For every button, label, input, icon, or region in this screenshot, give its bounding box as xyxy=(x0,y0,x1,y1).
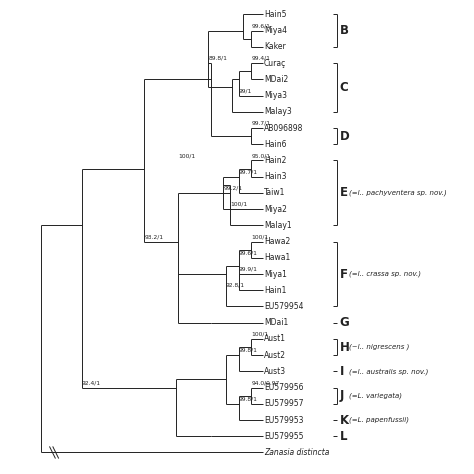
Text: Hain1: Hain1 xyxy=(264,286,286,295)
Text: J: J xyxy=(339,389,344,402)
Text: 99.2/1: 99.2/1 xyxy=(223,186,243,191)
Text: (=L. papenfussii): (=L. papenfussii) xyxy=(349,417,409,423)
Text: Miya2: Miya2 xyxy=(264,205,287,214)
Text: 99.7/1: 99.7/1 xyxy=(251,121,270,126)
Text: 100/1: 100/1 xyxy=(178,154,196,159)
Text: (=l.. australis sp. nov.): (=l.. australis sp. nov.) xyxy=(349,368,428,374)
Text: 100/1: 100/1 xyxy=(230,202,247,207)
Text: Hain5: Hain5 xyxy=(264,10,286,19)
Text: 99.6/1: 99.6/1 xyxy=(239,250,258,255)
Text: 94.0/0.97: 94.0/0.97 xyxy=(251,380,280,385)
Text: Miya4: Miya4 xyxy=(264,26,287,35)
Text: 99.8/1: 99.8/1 xyxy=(239,348,258,353)
Text: Miya1: Miya1 xyxy=(264,270,287,279)
Text: 95.0/1: 95.0/1 xyxy=(251,153,270,158)
Text: EU579957: EU579957 xyxy=(264,399,303,408)
Text: Curaç: Curaç xyxy=(264,59,286,68)
Text: EU579956: EU579956 xyxy=(264,383,303,392)
Text: Malay3: Malay3 xyxy=(264,107,292,116)
Text: (=l.. pachyventera sp. nov.): (=l.. pachyventera sp. nov.) xyxy=(349,190,447,196)
Text: Hawa2: Hawa2 xyxy=(264,237,290,246)
Text: 99.8/1: 99.8/1 xyxy=(239,396,258,401)
Text: 100/1: 100/1 xyxy=(251,234,268,239)
Text: 92.4/1: 92.4/1 xyxy=(82,381,101,386)
Text: MDai1: MDai1 xyxy=(264,318,288,327)
Text: 99.4/1: 99.4/1 xyxy=(251,56,270,61)
Text: Hain2: Hain2 xyxy=(264,156,286,165)
Text: 99.6/1: 99.6/1 xyxy=(251,23,270,28)
Text: (=l.. crassa sp. nov.): (=l.. crassa sp. nov.) xyxy=(349,271,421,277)
Text: EU579953: EU579953 xyxy=(264,416,303,425)
Text: Hain6: Hain6 xyxy=(264,140,286,149)
Text: Aust3: Aust3 xyxy=(264,367,286,376)
Text: F: F xyxy=(339,267,347,281)
Text: C: C xyxy=(339,81,348,94)
Text: Kaker: Kaker xyxy=(264,43,285,52)
Text: 92.8/1: 92.8/1 xyxy=(226,283,245,288)
Text: 100/1: 100/1 xyxy=(251,332,268,337)
Text: 89.8/1: 89.8/1 xyxy=(209,56,228,61)
Text: MDai2: MDai2 xyxy=(264,75,288,84)
Text: AB096898: AB096898 xyxy=(264,124,303,133)
Text: (=L. variegata): (=L. variegata) xyxy=(349,392,402,399)
Text: Malay1: Malay1 xyxy=(264,221,292,230)
Text: B: B xyxy=(339,24,348,37)
Text: 99.7/1: 99.7/1 xyxy=(239,169,258,174)
Text: D: D xyxy=(339,130,349,143)
Text: Aust1: Aust1 xyxy=(264,335,286,344)
Text: Hawa1: Hawa1 xyxy=(264,253,290,262)
Text: Taiw1: Taiw1 xyxy=(264,189,285,198)
Text: E: E xyxy=(339,186,347,200)
Text: L: L xyxy=(339,430,347,443)
Text: Zanasia distincta: Zanasia distincta xyxy=(264,448,329,457)
Text: G: G xyxy=(339,316,349,329)
Text: H: H xyxy=(339,340,349,354)
Text: 99.9/1: 99.9/1 xyxy=(239,267,258,272)
Text: I: I xyxy=(339,365,344,378)
Text: EU579955: EU579955 xyxy=(264,432,303,441)
Text: EU579954: EU579954 xyxy=(264,302,303,311)
Text: Aust2: Aust2 xyxy=(264,351,286,360)
Text: Hain3: Hain3 xyxy=(264,172,286,181)
Text: (~l.. nigrescens ): (~l.. nigrescens ) xyxy=(349,344,409,350)
Text: K: K xyxy=(339,413,348,427)
Text: 93.2/1: 93.2/1 xyxy=(145,235,164,240)
Text: 99/1: 99/1 xyxy=(239,88,252,93)
Text: Miya3: Miya3 xyxy=(264,91,287,100)
